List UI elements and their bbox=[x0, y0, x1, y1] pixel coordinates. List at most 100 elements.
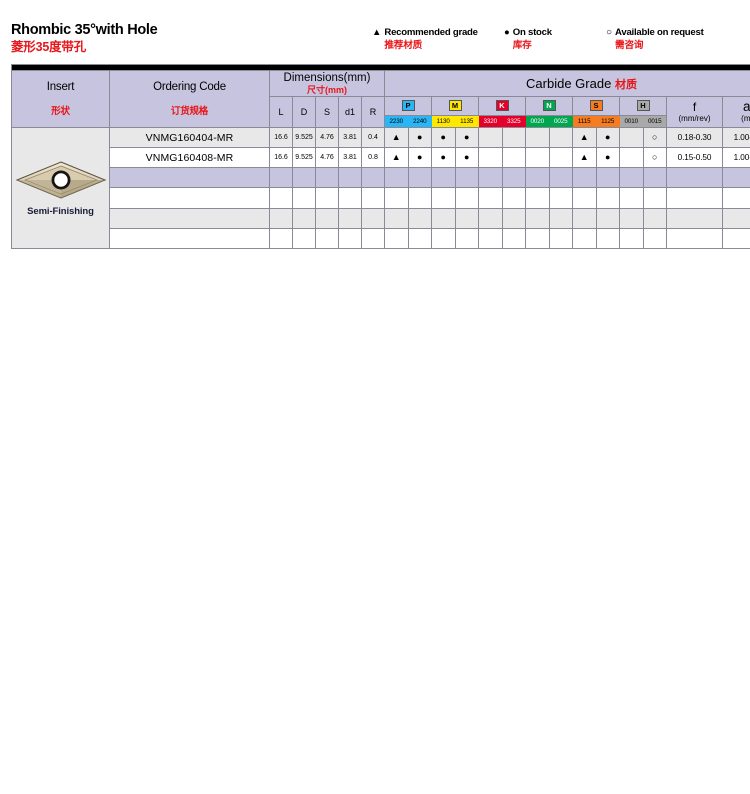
empty-cell bbox=[595, 167, 620, 189]
grade-code-3320: 3320 bbox=[478, 115, 503, 128]
insert-preview-cell: Semi-Finishing bbox=[11, 127, 110, 249]
empty-cell bbox=[525, 167, 550, 189]
rhombic-insert-icon bbox=[15, 160, 107, 200]
cell-dim-S: 4.76 bbox=[315, 126, 339, 149]
cell-grade-availability: ● bbox=[431, 147, 456, 169]
cell-grade-availability bbox=[478, 126, 503, 149]
col-header-ordering-code: Ordering Code 订货规格 bbox=[109, 70, 270, 128]
empty-cell bbox=[619, 167, 644, 189]
grade-code-0025: 0025 bbox=[548, 115, 573, 128]
cell-grade-availability bbox=[619, 126, 644, 149]
col-header-feed: f (mm/rev) bbox=[666, 96, 723, 128]
empty-cell bbox=[315, 167, 339, 189]
grade-code-1115: 1115 bbox=[572, 115, 597, 128]
cell-dim-d1: 3.81 bbox=[338, 126, 362, 149]
empty-cell bbox=[384, 207, 409, 229]
empty-cell bbox=[525, 187, 550, 209]
empty-cell bbox=[431, 207, 456, 229]
empty-cell bbox=[338, 167, 362, 189]
col-header-dim-L: L bbox=[269, 96, 293, 128]
empty-cell bbox=[642, 167, 667, 189]
empty-cell bbox=[572, 167, 597, 189]
empty-cell bbox=[666, 187, 723, 209]
empty-cell bbox=[501, 187, 526, 209]
table-row[interactable]: Semi-Finishing VNMG160404-MR 16.6 9.525 4.76… bbox=[11, 126, 750, 249]
cell-grade-availability bbox=[478, 147, 503, 169]
empty-cell bbox=[384, 167, 409, 189]
empty-cell bbox=[548, 207, 573, 229]
cell-dim-L: 16.6 bbox=[269, 147, 293, 169]
cell-grade-availability bbox=[501, 147, 526, 169]
grade-group-N: N bbox=[525, 96, 573, 116]
empty-cell bbox=[384, 227, 409, 250]
header-row-grade-codes: 2230 2240 1130 1135 3320 3325 0020 0025 1115 1125… bbox=[12, 115, 750, 128]
empty-cell bbox=[292, 167, 316, 189]
legend-item-0: ▲ Recommended grade 推荐材质 bbox=[372, 27, 504, 52]
empty-cell bbox=[642, 227, 667, 250]
empty-cell bbox=[338, 227, 362, 250]
legend-label-cn: 推荐材质 bbox=[384, 40, 422, 51]
circle-outline-icon: ○ bbox=[606, 27, 613, 38]
grade-badge-P: P bbox=[401, 100, 415, 112]
grade-badge-N: N bbox=[542, 100, 556, 112]
cell-grade-availability bbox=[619, 147, 644, 169]
empty-cell bbox=[407, 187, 432, 209]
grade-code-2230: 2230 bbox=[384, 115, 409, 128]
circle-filled-icon: ● bbox=[504, 27, 510, 38]
feed-unit: (mm/rev) bbox=[678, 113, 711, 123]
empty-cell bbox=[292, 187, 316, 209]
page-header: Rhombic 35°with Hole 菱形35度带孔 ▲ Recommende… bbox=[0, 0, 750, 60]
cell-grade-availability: ● bbox=[595, 147, 620, 169]
cell-dim-D: 9.525 bbox=[292, 126, 316, 149]
col-header-dim-d1: d1 bbox=[338, 96, 362, 128]
empty-cell bbox=[109, 187, 270, 209]
col-header-dim-S: S bbox=[315, 96, 339, 128]
grade-code-1125: 1125 bbox=[595, 115, 620, 128]
grade-group-H: H bbox=[619, 96, 667, 116]
grade-code-1130: 1130 bbox=[431, 115, 456, 128]
spec-table: Insert 形状 Ordering Code 订货规格 Dimensions(mm) 尺… bbox=[10, 64, 750, 250]
grade-badge-S: S bbox=[589, 100, 603, 112]
empty-cell bbox=[525, 207, 550, 229]
grade-code-0010: 0010 bbox=[619, 115, 644, 128]
ordering-label-en: Ordering Code bbox=[153, 81, 226, 93]
empty-cell bbox=[666, 207, 723, 229]
cell-grade-availability bbox=[548, 147, 573, 169]
empty-cell bbox=[315, 227, 339, 250]
insert-label-en: Insert bbox=[46, 81, 75, 93]
empty-cell bbox=[315, 187, 339, 209]
empty-cell bbox=[407, 227, 432, 250]
empty-cell bbox=[454, 207, 479, 229]
grade-badge-K: K bbox=[495, 100, 509, 112]
empty-cell bbox=[595, 227, 620, 250]
grade-code-0020: 0020 bbox=[525, 115, 550, 128]
cell-grade-availability: ● bbox=[454, 126, 479, 149]
empty-cell bbox=[572, 207, 597, 229]
carbide-label-en: Carbide Grade bbox=[526, 75, 612, 91]
cell-grade-availability bbox=[548, 126, 573, 149]
empty-cell bbox=[666, 167, 723, 189]
cell-grade-availability bbox=[501, 126, 526, 149]
grade-group-P: P bbox=[384, 96, 432, 116]
cell-grade-availability: ● bbox=[407, 126, 432, 149]
table-row-empty bbox=[12, 207, 750, 229]
empty-cell bbox=[269, 167, 293, 189]
ordering-label-cn: 订货规格 bbox=[170, 106, 209, 117]
empty-cell bbox=[407, 207, 432, 229]
empty-cell bbox=[619, 187, 644, 209]
cell-grade-availability: ○ bbox=[642, 147, 667, 169]
dimensions-label-cn: 尺寸(mm) bbox=[307, 85, 347, 95]
empty-cell bbox=[454, 167, 479, 189]
empty-cell bbox=[384, 187, 409, 209]
spec-table-wrap: Insert 形状 Ordering Code 订货规格 Dimensions(mm) 尺… bbox=[10, 64, 750, 250]
empty-cell bbox=[666, 227, 723, 250]
cell-dim-D: 9.525 bbox=[292, 147, 316, 169]
empty-cell bbox=[548, 187, 573, 209]
carbide-label-cn: 材质 bbox=[614, 78, 637, 91]
table-row[interactable]: VNMG160408-MR 16.6 9.525 4.76 3.81 0.8 ▲ ● ● ● ▲ ● ○… bbox=[12, 147, 750, 169]
legend: ▲ Recommended grade 推荐材质 ● On stock 库存 ○ Availa… bbox=[372, 27, 704, 52]
empty-cell bbox=[478, 167, 503, 189]
grade-code-1135: 1135 bbox=[454, 115, 479, 128]
empty-cell bbox=[407, 167, 432, 189]
